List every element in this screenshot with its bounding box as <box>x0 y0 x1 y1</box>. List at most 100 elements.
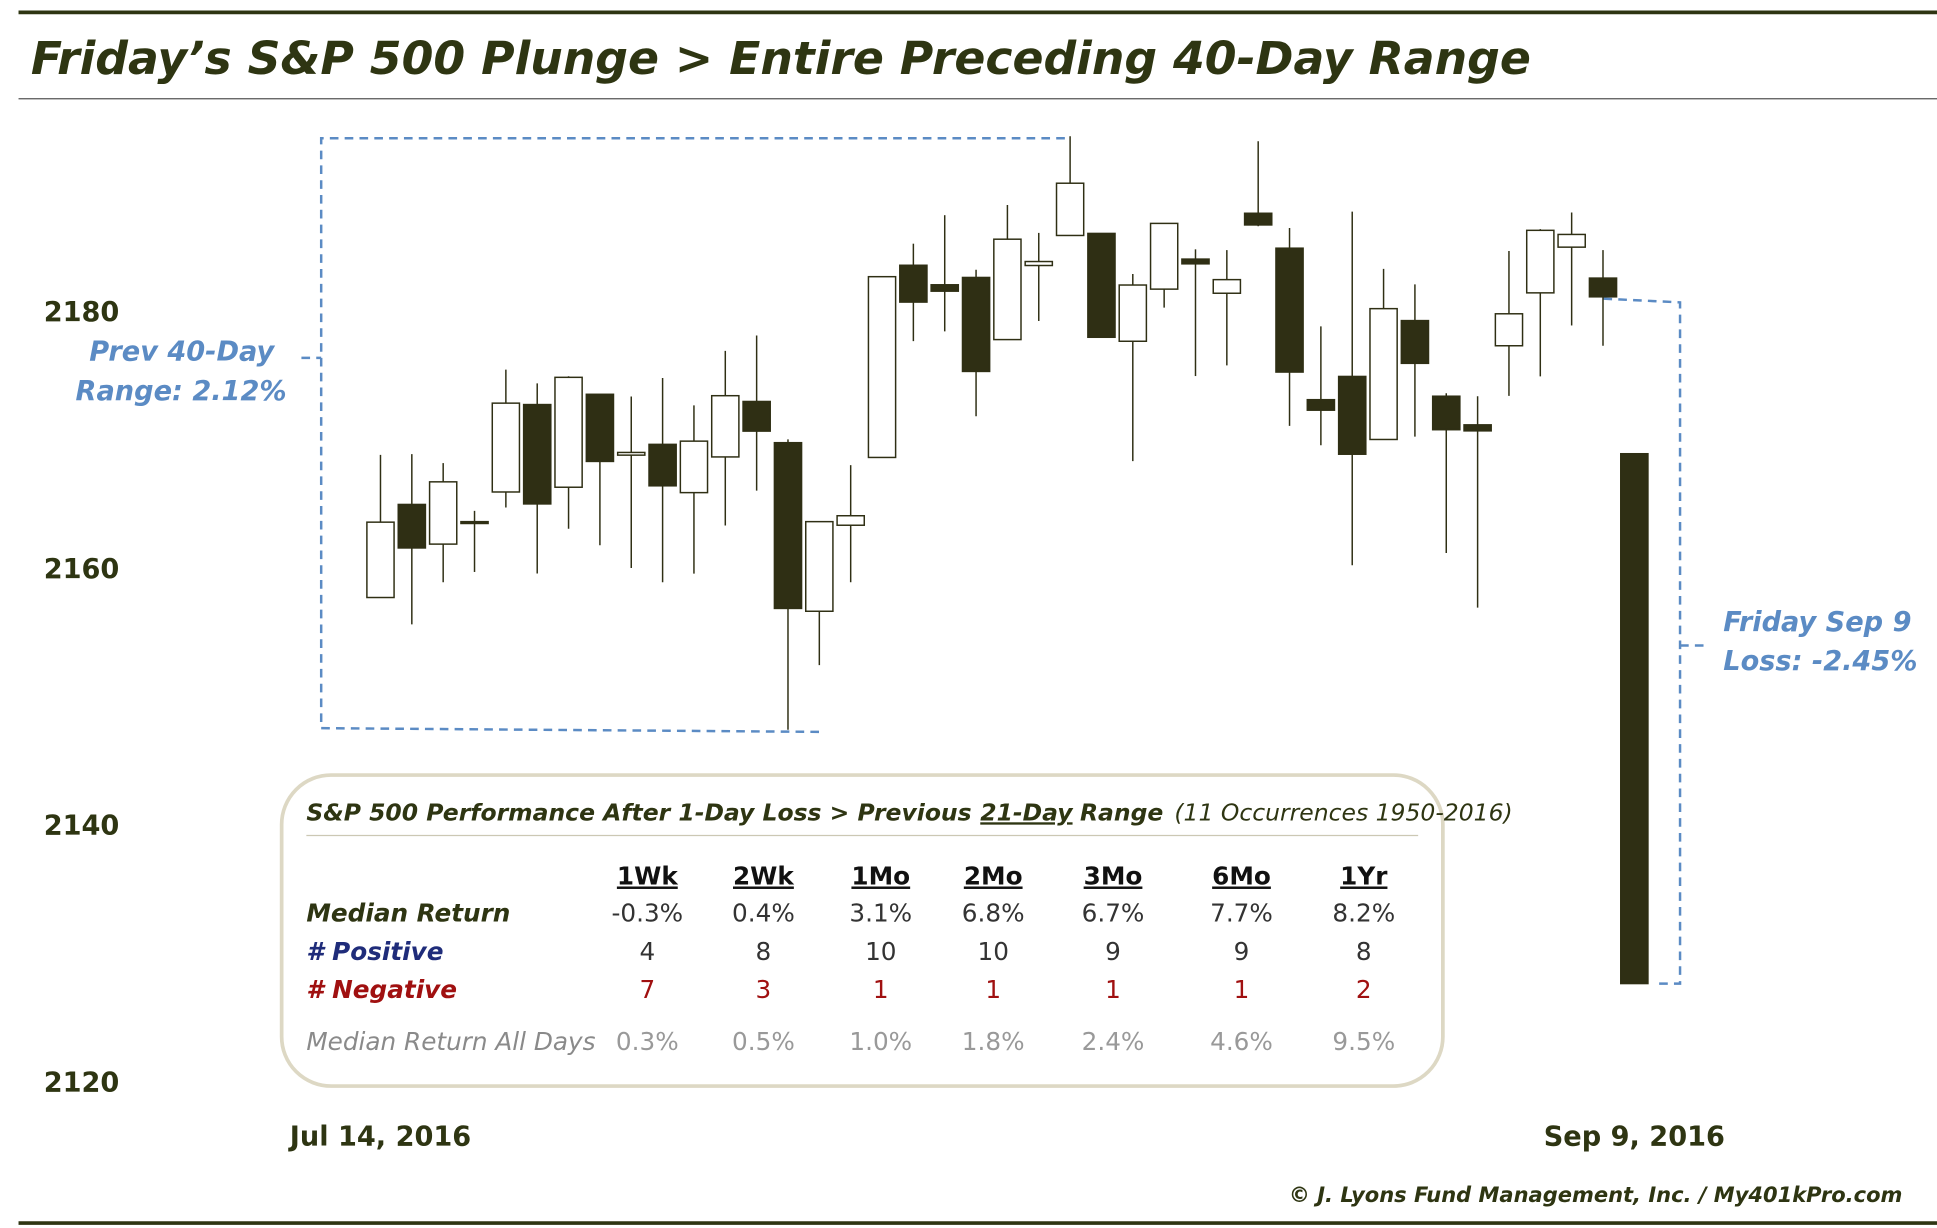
candle-body <box>1118 284 1148 342</box>
candle-body <box>1463 424 1492 432</box>
column-header: 3Mo <box>1084 862 1143 891</box>
table-cell: 3.1% <box>849 899 912 928</box>
row-label: # Negative <box>306 975 457 1004</box>
row-label: # Positive <box>306 937 443 966</box>
candle-body <box>805 520 834 612</box>
candle-body <box>993 238 1022 341</box>
candle-body <box>1212 278 1242 294</box>
candle-body <box>1087 232 1116 339</box>
table-cell: 9.5% <box>1332 1027 1395 1056</box>
table-cell: 6.8% <box>962 899 1025 928</box>
candle-body <box>836 514 866 526</box>
table-cell: -0.3% <box>611 899 683 928</box>
column-header: 1Mo <box>851 862 910 891</box>
candle-body <box>1024 260 1054 267</box>
candle-body <box>1306 398 1336 411</box>
table-cell: 3 <box>756 975 772 1004</box>
table-cell: 10 <box>865 937 896 966</box>
candle-body <box>1525 229 1555 294</box>
candle-body <box>1400 319 1430 365</box>
table-cell: 10 <box>977 937 1008 966</box>
y-tick-label: 2120 <box>44 1067 120 1098</box>
table-cell: 9 <box>1234 937 1250 966</box>
table-cell: 4.6% <box>1210 1027 1273 1056</box>
candle-body <box>522 403 552 505</box>
range-box <box>319 136 1065 734</box>
table-cell: 2.4% <box>1082 1027 1145 1056</box>
table-title: S&P 500 Performance After 1-Day Loss > P… <box>306 798 1512 826</box>
candle-body <box>1620 452 1649 985</box>
column-header: 2Wk <box>733 862 794 891</box>
candle-body <box>930 284 960 292</box>
candle-body <box>616 451 646 456</box>
candle-body <box>961 276 991 373</box>
table-cell: 1.0% <box>849 1027 912 1056</box>
y-tick-label: 2160 <box>44 554 120 585</box>
table-cell: 6.7% <box>1082 899 1145 928</box>
table-cell: 1 <box>1234 975 1250 1004</box>
table: 1Wk 2Wk 1Mo 2Mo 3Mo 6Mo 1Yr Median Return -0.3% 0… <box>306 862 1395 1056</box>
table-cell: 2 <box>1356 975 1372 1004</box>
table-cell: 1 <box>873 975 889 1004</box>
column-header: 6Mo <box>1212 862 1271 891</box>
candle-body <box>554 376 583 488</box>
annotation: Friday Sep 9 <box>1723 607 1911 638</box>
table-cell: 1.8% <box>962 1027 1025 1056</box>
candle-body <box>742 400 771 432</box>
x-tick-label: Sep 9, 2016 <box>1544 1121 1725 1152</box>
y-tick-label: 2140 <box>44 811 120 842</box>
candle-body <box>585 393 615 463</box>
candle-body <box>428 481 458 545</box>
table-cell: 0.4% <box>732 899 795 928</box>
annotation: Prev 40-Day <box>89 336 275 367</box>
annotation: Loss: -2.45% <box>1723 646 1917 677</box>
table-cell: 8.2% <box>1332 899 1395 928</box>
candle-body <box>1243 212 1273 226</box>
table-title-note: (11 Occurrences 1950-2016) <box>1174 798 1512 826</box>
candle-body <box>773 441 803 610</box>
table-cell: 0.3% <box>616 1027 679 1056</box>
table-cell: 0.5% <box>732 1027 795 1056</box>
candle-body <box>460 520 489 525</box>
table-cell: 7.7% <box>1210 899 1273 928</box>
candle-body <box>1337 375 1367 455</box>
range-bracket <box>301 136 1710 985</box>
candle-body <box>1431 395 1461 431</box>
candles <box>366 136 1649 985</box>
row-label: Median Return All Days <box>306 1027 595 1056</box>
table-title-main: S&P 500 Performance After 1-Day Loss > P… <box>306 798 971 826</box>
loss-bracket <box>1603 297 1682 985</box>
table-cell: 4 <box>639 937 655 966</box>
column-header: 2Mo <box>964 862 1023 891</box>
candle-body <box>1181 258 1210 265</box>
candle-body <box>679 440 709 494</box>
table-box <box>279 773 1445 1088</box>
table-cell: 8 <box>1356 937 1372 966</box>
candle-body <box>1557 233 1586 248</box>
chart-title: Friday’s S&P 500 Plunge > Entire Precedi… <box>31 32 1531 85</box>
candle-body <box>1369 307 1398 441</box>
candle-body <box>491 402 521 493</box>
candle-body <box>867 275 897 459</box>
candle-body <box>899 264 928 303</box>
candle-body <box>648 443 677 487</box>
table-title-underlined: 21-Day <box>980 798 1074 826</box>
table-cell: 9 <box>1105 937 1121 966</box>
candle-body <box>1149 222 1179 290</box>
column-header: 1Wk <box>617 862 678 891</box>
footer: © J. Lyons Fund Management, Inc. / My401… <box>1289 1183 1902 1207</box>
candle-body <box>1275 247 1304 373</box>
column-header: 1Yr <box>1340 862 1388 891</box>
table-cell: 1 <box>1105 975 1121 1004</box>
annotation: Range: 2.12% <box>76 376 287 407</box>
x-tick-label: Jul 14, 2016 <box>288 1121 471 1152</box>
candle-body <box>397 503 427 549</box>
candle-body <box>1055 182 1085 237</box>
y-tick-label: 2180 <box>44 297 120 328</box>
table-title-after: Range <box>1080 798 1163 826</box>
candle-body <box>1588 277 1618 298</box>
table-cell: 8 <box>756 937 772 966</box>
row-label: Median Return <box>306 899 510 928</box>
table-cell: 7 <box>639 975 655 1004</box>
